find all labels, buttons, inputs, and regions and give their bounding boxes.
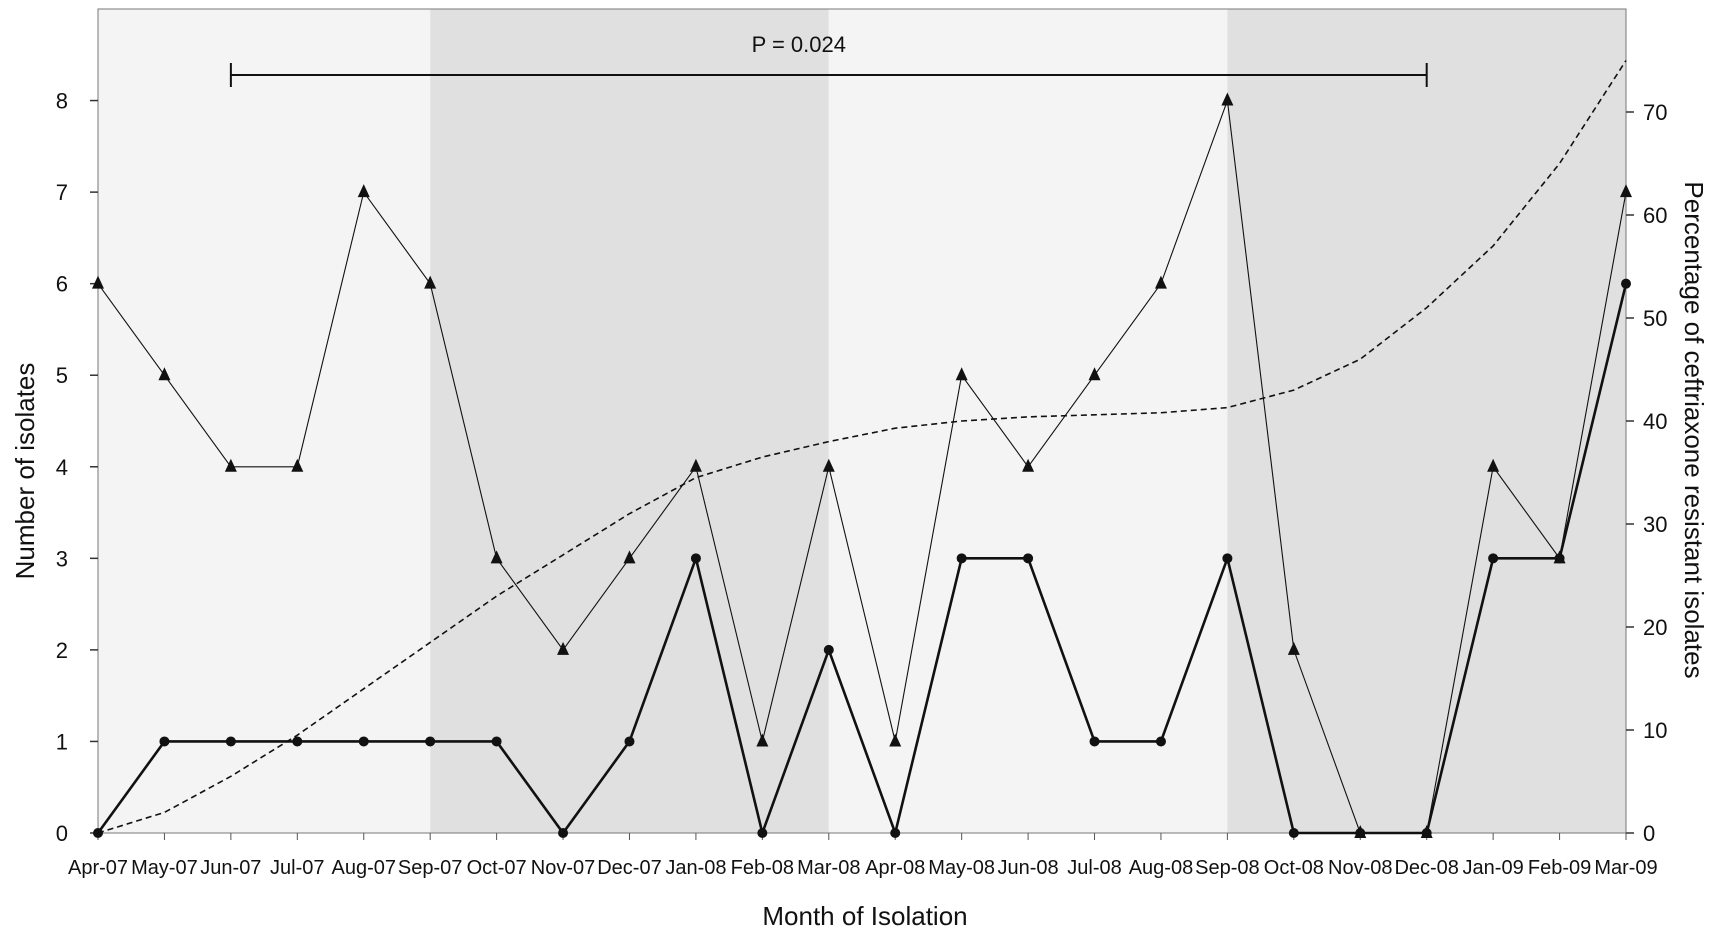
series-2-line — [97, 60, 1627, 834]
series-0-point-13 — [955, 367, 968, 381]
x-tick-label-Apr-07: Apr-07 — [68, 857, 128, 879]
x-tick-label-Jan-08: Jan-08 — [665, 857, 726, 879]
y2-tick-label-0: 0 — [1643, 821, 1655, 846]
x-tick-label-Aug-08: Aug-08 — [1129, 857, 1194, 879]
series-0-point-4 — [357, 184, 370, 198]
x-tick-label-Oct-08: Oct-08 — [1264, 857, 1324, 879]
x-tick-label-Jun-08: Jun-08 — [998, 857, 1059, 879]
y-tick-label-1: 1 — [56, 729, 68, 754]
series-1-point-8 — [624, 736, 635, 747]
y-axis-label: Number of isolates — [10, 363, 40, 580]
x-tick-label-Jul-07: Jul-07 — [270, 857, 324, 879]
series-0-point-3 — [291, 458, 304, 472]
y-tick-label-3: 3 — [56, 546, 68, 571]
series-0-point-15 — [1088, 367, 1101, 381]
series-1-point-20 — [1421, 828, 1432, 838]
series-1-point-11 — [823, 644, 834, 655]
series-1-point-19 — [1355, 828, 1366, 838]
y-tick-label-0: 0 — [56, 821, 68, 846]
series-0-point-8 — [623, 550, 636, 564]
series-1-point-23 — [1621, 278, 1631, 289]
y-tick-label-7: 7 — [56, 180, 68, 205]
y-tick-label-8: 8 — [56, 89, 68, 114]
y2-axis-label: Percentage of ceftriaxone resistant isol… — [1679, 181, 1709, 678]
series-1-point-7 — [558, 828, 569, 838]
series-0-point-17 — [1221, 92, 1234, 106]
x-tick-label-Apr-08: Apr-08 — [865, 857, 925, 879]
series-1-point-1 — [159, 736, 170, 747]
shaded-band-1 — [430, 9, 829, 833]
series-1-point-16 — [1155, 736, 1166, 747]
series-0-point-11 — [822, 458, 835, 472]
y2-tick-label-40: 40 — [1643, 409, 1667, 434]
series-1-point-15 — [1089, 736, 1100, 747]
series-1-point-5 — [425, 736, 436, 747]
series-0-point-21 — [1487, 458, 1500, 472]
series-1-point-22 — [1554, 553, 1565, 564]
series-1-point-18 — [1288, 828, 1299, 838]
x-tick-label-Jun-07: Jun-07 — [200, 857, 261, 879]
x-tick-label-Nov-07: Nov-07 — [531, 857, 595, 879]
x-tick-label-Mar-08: Mar-08 — [797, 857, 860, 879]
x-tick-label-Aug-07: Aug-07 — [331, 857, 396, 879]
series-1-point-14 — [1023, 553, 1034, 564]
series-0-point-5 — [424, 275, 437, 289]
series-1-line — [96, 283, 1628, 838]
x-tick-label-Sep-07: Sep-07 — [398, 857, 463, 879]
series-1-point-10 — [757, 828, 768, 838]
series-0-point-16 — [1154, 275, 1167, 289]
series-0-point-14 — [1022, 458, 1035, 472]
series-1-point-13 — [956, 553, 967, 564]
series-0-point-2 — [224, 458, 237, 472]
series-0-point-1 — [158, 367, 171, 381]
series-0-point-6 — [490, 550, 503, 564]
series-0-point-10 — [756, 733, 769, 747]
shaded-band-0 — [98, 9, 431, 833]
series-1-point-6 — [491, 736, 502, 747]
shaded-band-2 — [828, 9, 1228, 833]
x-tick-label-Jan-09: Jan-09 — [1463, 857, 1524, 879]
y2-tick-label-10: 10 — [1643, 718, 1667, 743]
x-axis-label: Month of Isolation — [762, 901, 967, 931]
x-tick-label-Sep-08: Sep-08 — [1195, 857, 1260, 879]
series-1-point-4 — [358, 736, 369, 747]
y2-tick-label-70: 70 — [1643, 100, 1667, 125]
series-0-point-12 — [889, 733, 902, 747]
x-tick-label-Mar-09: Mar-09 — [1594, 857, 1657, 879]
x-tick-label-Dec-07: Dec-07 — [597, 857, 661, 879]
x-tick-label-Nov-08: Nov-08 — [1328, 857, 1392, 879]
p-value-annotation: P = 0.024 — [752, 32, 846, 57]
x-tick-label-Oct-07: Oct-07 — [467, 857, 527, 879]
series-1-point-9 — [690, 553, 701, 564]
y2-tick-label-60: 60 — [1643, 203, 1667, 228]
y2-tick-label-50: 50 — [1643, 306, 1667, 331]
series-1-point-12 — [890, 828, 901, 838]
y-tick-label-6: 6 — [56, 272, 68, 297]
series-0-point-18 — [1287, 641, 1300, 655]
x-tick-label-Jul-08: Jul-08 — [1067, 857, 1121, 879]
series-1-point-17 — [1222, 553, 1233, 564]
series-1-point-3 — [292, 736, 303, 747]
series-0-point-0 — [92, 275, 104, 289]
y2-tick-label-30: 30 — [1643, 512, 1667, 537]
series-0-point-23 — [1620, 184, 1632, 198]
x-tick-label-Feb-08: Feb-08 — [731, 857, 794, 879]
y-tick-label-4: 4 — [56, 455, 68, 480]
x-tick-label-Feb-09: Feb-09 — [1528, 857, 1591, 879]
y2-tick-label-20: 20 — [1643, 615, 1667, 640]
y-tick-label-2: 2 — [56, 638, 68, 663]
x-tick-label-May-08: May-08 — [928, 857, 995, 879]
series-1-point-21 — [1488, 553, 1499, 564]
x-tick-label-May-07: May-07 — [131, 857, 198, 879]
series-0-point-9 — [689, 458, 702, 472]
shaded-band-3 — [1227, 9, 1626, 833]
x-tick-label-Dec-08: Dec-08 — [1394, 857, 1458, 879]
y-tick-label-5: 5 — [56, 363, 68, 388]
series-0-point-7 — [557, 641, 570, 655]
series-1-point-2 — [225, 736, 236, 747]
